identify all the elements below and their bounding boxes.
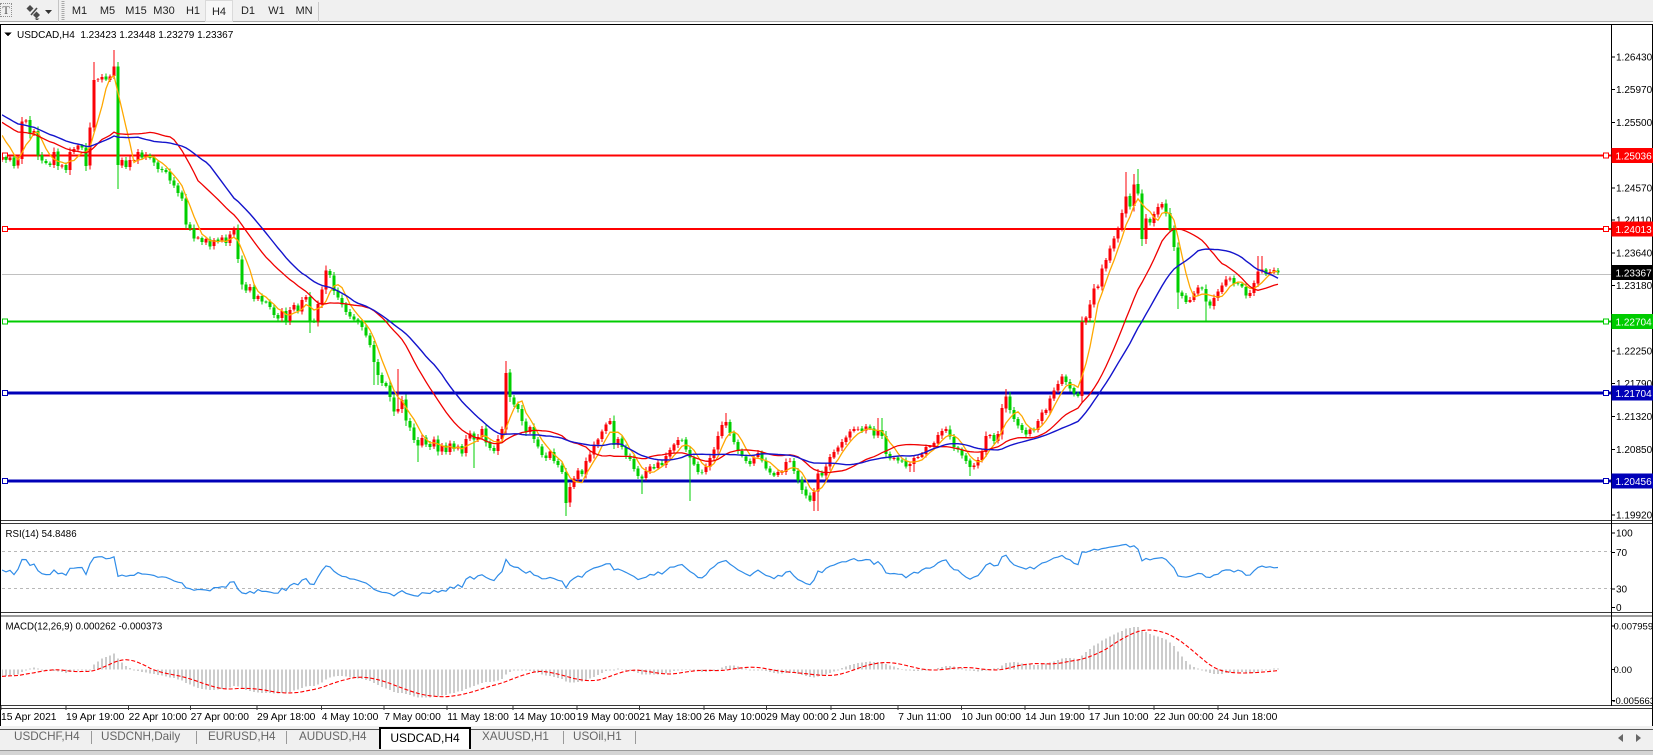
svg-text:30: 30 [1616, 584, 1628, 595]
svg-text:22 Apr 10:00: 22 Apr 10:00 [129, 712, 188, 723]
svg-text:1.23367: 1.23367 [1616, 268, 1653, 279]
svg-text:14 Jun 19:00: 14 Jun 19:00 [1025, 712, 1085, 723]
svg-text:10 Jun 00:00: 10 Jun 00:00 [961, 712, 1021, 723]
svg-text:7 Jun 11:00: 7 Jun 11:00 [898, 712, 951, 723]
svg-text:19 Apr 19:00: 19 Apr 19:00 [66, 712, 125, 723]
svg-text:RSI(14) 54.8486: RSI(14) 54.8486 [6, 529, 77, 540]
svg-text:1.21320: 1.21320 [1616, 412, 1653, 423]
svg-text:70: 70 [1616, 548, 1628, 559]
svg-text:0.00: 0.00 [1614, 665, 1633, 676]
svg-text:1.20850: 1.20850 [1616, 445, 1653, 456]
svg-text:0: 0 [1616, 603, 1622, 614]
svg-text:21 May 18:00: 21 May 18:00 [639, 712, 702, 723]
svg-text:1.25970: 1.25970 [1616, 85, 1653, 96]
svg-text:-0.005663: -0.005663 [1612, 696, 1653, 707]
svg-text:14 May 10:00: 14 May 10:00 [513, 712, 576, 723]
svg-text:1.23180: 1.23180 [1616, 281, 1653, 292]
svg-text:MACD(12,26,9) 0.000262 -0.0003: MACD(12,26,9) 0.000262 -0.000373 [6, 622, 163, 633]
svg-text:2 Jun 18:00: 2 Jun 18:00 [831, 712, 885, 723]
svg-text:22 Jun 00:00: 22 Jun 00:00 [1154, 712, 1214, 723]
svg-text:1.22250: 1.22250 [1616, 347, 1653, 358]
svg-text:1.21704: 1.21704 [1616, 389, 1653, 400]
svg-text:1.24013: 1.24013 [1616, 225, 1653, 236]
svg-text:1.19920: 1.19920 [1616, 510, 1653, 521]
svg-text:24 Jun 18:00: 24 Jun 18:00 [1218, 712, 1278, 723]
svg-text:1.24110: 1.24110 [1616, 216, 1652, 227]
svg-text:17 Jun 10:00: 17 Jun 10:00 [1089, 712, 1149, 723]
svg-text:1.24570: 1.24570 [1616, 183, 1653, 194]
svg-text:26 May 10:00: 26 May 10:00 [704, 712, 767, 723]
svg-text:29 May 00:00: 29 May 00:00 [766, 712, 829, 723]
svg-text:11 May 18:00: 11 May 18:00 [447, 712, 509, 723]
svg-text:1.22704: 1.22704 [1616, 317, 1653, 328]
svg-text:100: 100 [1616, 529, 1633, 540]
svg-text:1.21790: 1.21790 [1616, 379, 1653, 390]
svg-text:1.25036: 1.25036 [1616, 151, 1653, 162]
svg-text:19 May 00:00: 19 May 00:00 [577, 712, 640, 723]
svg-text:1.25500: 1.25500 [1616, 118, 1653, 129]
svg-text:7 May 00:00: 7 May 00:00 [384, 712, 441, 723]
svg-text:1.20456: 1.20456 [1616, 477, 1653, 488]
svg-text:29 Apr 18:00: 29 Apr 18:00 [257, 712, 316, 723]
svg-text:0.007959: 0.007959 [1614, 621, 1653, 632]
svg-text:USDCAD,H4 1.23423 1.23448 1.2: USDCAD,H4 1.23423 1.23448 1.23279 1.2336… [17, 30, 234, 41]
svg-text:1.26430: 1.26430 [1616, 53, 1653, 64]
svg-text:4 May 10:00: 4 May 10:00 [322, 712, 379, 723]
svg-text:27 Apr 00:00: 27 Apr 00:00 [191, 712, 250, 723]
svg-text:1.23640: 1.23640 [1616, 249, 1653, 260]
svg-text:15 Apr 2021: 15 Apr 2021 [1, 712, 57, 723]
